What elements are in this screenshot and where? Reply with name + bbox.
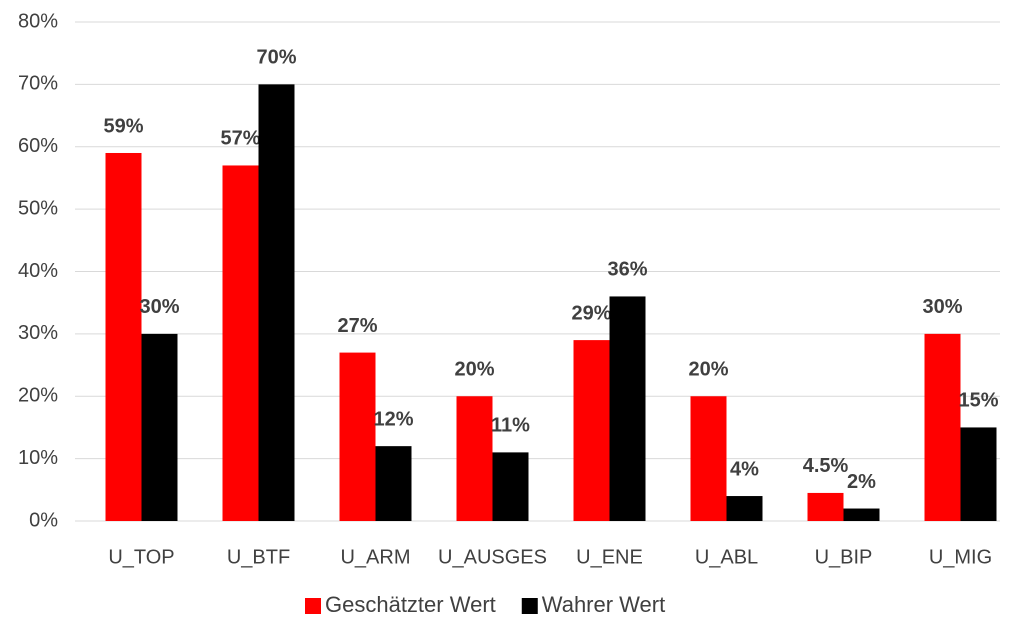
- data-label: 36%: [607, 259, 647, 281]
- data-label: 30%: [139, 296, 179, 318]
- y-tick-label: 0%: [29, 509, 58, 531]
- x-tick-label: U_BTF: [227, 546, 290, 568]
- data-label: 30%: [922, 296, 962, 318]
- bar: [375, 446, 412, 521]
- x-tick-label: U_TOP: [108, 546, 174, 568]
- bar: [492, 452, 529, 521]
- data-label: 27%: [337, 315, 377, 337]
- x-tick-label: U_ARM: [340, 546, 410, 568]
- x-tick-label: U_BIP: [815, 546, 873, 568]
- bar: [339, 352, 376, 521]
- bar: [609, 296, 646, 521]
- x-tick-label: U_ABL: [695, 546, 758, 568]
- y-tick-label: 60%: [18, 135, 58, 157]
- bar: [222, 165, 259, 521]
- y-tick-label: 10%: [18, 447, 58, 469]
- data-label: 20%: [688, 359, 728, 381]
- bar: [807, 492, 844, 521]
- legend-label: Geschätzter Wert: [325, 592, 496, 617]
- legend-swatch: [521, 598, 538, 614]
- bar: [573, 340, 610, 521]
- y-tick-label: 80%: [18, 10, 58, 32]
- bar: [456, 396, 493, 521]
- bar: [258, 84, 295, 521]
- y-tick-label: 50%: [18, 197, 58, 219]
- data-label: 11%: [491, 415, 530, 437]
- data-label: 59%: [103, 115, 143, 137]
- bar: [726, 496, 763, 521]
- bar: [843, 508, 880, 521]
- data-label: 2%: [847, 471, 876, 493]
- y-tick-label: 30%: [18, 322, 58, 344]
- y-tick-label: 70%: [18, 73, 58, 95]
- y-tick-label: 40%: [18, 260, 58, 282]
- x-tick-label: U_MIG: [929, 546, 992, 568]
- bar: [105, 152, 142, 522]
- x-tick-label: U_ENE: [576, 546, 643, 568]
- data-label: 20%: [454, 359, 494, 381]
- data-label: 15%: [958, 390, 998, 412]
- legend-label: Wahrer Wert: [542, 592, 665, 617]
- data-label: 57%: [220, 128, 260, 150]
- bar: [960, 427, 997, 521]
- x-tick-label: U_AUSGES: [438, 546, 547, 568]
- bar: [690, 396, 727, 521]
- data-label: 29%: [571, 302, 611, 324]
- bar: [924, 333, 961, 521]
- data-label: 4%: [730, 458, 759, 480]
- data-label: 70%: [256, 47, 296, 69]
- y-tick-label: 20%: [18, 385, 58, 407]
- legend-swatch: [305, 598, 321, 614]
- bar: [141, 333, 178, 521]
- data-label: 12%: [373, 408, 413, 430]
- data-label: 4.5%: [803, 455, 849, 477]
